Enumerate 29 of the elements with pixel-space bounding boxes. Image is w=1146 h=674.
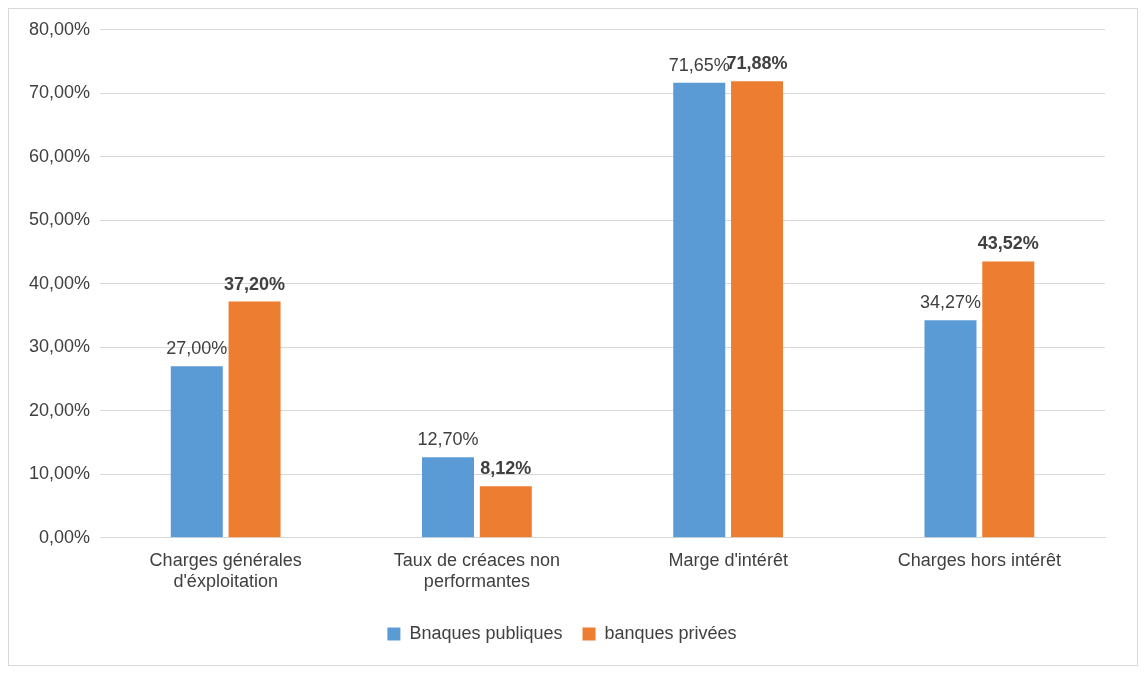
y-tick-label: 20,00%	[28, 399, 91, 420]
x-tick-label: Marge d'intérêt	[668, 549, 788, 570]
bar	[228, 301, 281, 538]
legend-label: Bnaques publiques	[409, 622, 563, 643]
y-tick-label: 80,00%	[28, 18, 91, 39]
legend-label: banques privées	[604, 622, 737, 643]
bar	[170, 366, 223, 538]
y-tick-label: 60,00%	[28, 145, 91, 166]
data-label: 12,70%	[417, 429, 479, 450]
bar	[731, 81, 784, 538]
y-tick-label: 40,00%	[28, 272, 91, 293]
y-tick-label: 50,00%	[28, 209, 91, 230]
bar	[479, 486, 532, 538]
y-tick-label: 0,00%	[39, 526, 91, 547]
data-label: 8,12%	[480, 458, 532, 479]
data-label: 27,00%	[166, 338, 228, 359]
bar	[982, 261, 1035, 538]
x-tick-label: Charges générales d'éxploitation	[149, 549, 302, 592]
x-tick-label: Taux de créaces non performantes	[393, 549, 560, 592]
data-label: 43,52%	[977, 233, 1039, 254]
y-tick-label: 10,00%	[28, 463, 91, 484]
y-tick-label: 70,00%	[28, 82, 91, 103]
y-tick-label: 30,00%	[28, 336, 91, 357]
bar	[673, 82, 726, 538]
data-label: 37,20%	[224, 273, 286, 294]
bar	[924, 320, 977, 538]
x-tick-label: Charges hors intérêt	[897, 549, 1061, 570]
data-label: 34,27%	[919, 292, 982, 313]
bar	[422, 457, 475, 538]
